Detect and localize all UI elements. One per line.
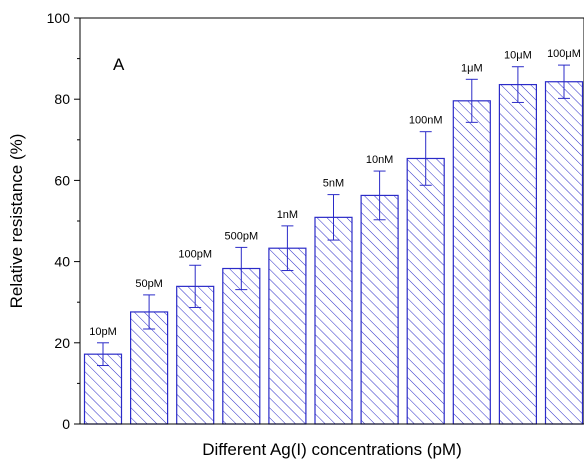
bar	[314, 216, 353, 425]
bar-label: 10nM	[366, 154, 394, 166]
bar-label: 10pM	[89, 326, 117, 338]
bar-label: 100pM	[178, 248, 212, 260]
bar	[452, 100, 491, 425]
bars-layer: 10pM 50pM 100pM 500pM 1nM 5nM 10nM 100nM 1μM 10μM…	[83, 48, 584, 425]
bar-label: 100nM	[409, 115, 443, 127]
y-tick-label: 40	[54, 254, 70, 270]
y-axis-title: Relative resistance (%)	[7, 134, 26, 309]
bar-label: 1nM	[277, 209, 298, 221]
y-tick-label: 0	[62, 416, 70, 432]
bar-label: 1μM	[461, 62, 483, 74]
bar-label: 10μM	[504, 50, 532, 62]
bar	[544, 81, 584, 425]
x-axis-title: Different Ag(I) concentrations (pM)	[202, 440, 462, 459]
panel-label: A	[113, 55, 125, 74]
y-tick-label: 80	[54, 91, 70, 107]
bar	[406, 157, 445, 425]
bar-label: 5nM	[323, 178, 344, 190]
bar	[268, 247, 307, 425]
y-ticks: 0 20 40 60 80 100	[47, 10, 80, 432]
bar	[498, 83, 537, 425]
bar-label: 50pM	[135, 278, 163, 290]
bar	[176, 285, 215, 425]
y-tick-label: 20	[54, 335, 70, 351]
bar	[222, 267, 261, 425]
bar-label: 500pM	[224, 230, 258, 242]
bar-label: 100μM	[547, 48, 581, 60]
bar	[360, 194, 399, 425]
y-tick-label: 60	[54, 172, 70, 188]
y-tick-label: 100	[47, 10, 71, 26]
